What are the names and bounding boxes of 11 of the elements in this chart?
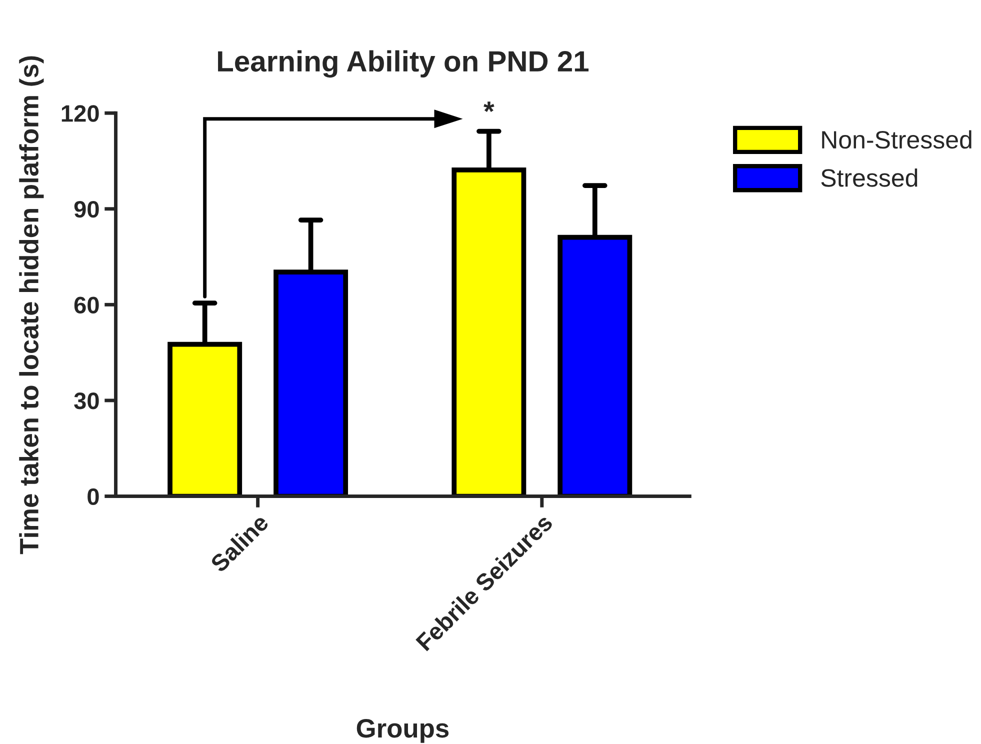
legend-label: Stressed [821,168,918,187]
y-tick-label: 30 [74,392,99,410]
y-tick-label: 120 [62,105,99,122]
text: * [484,102,494,112]
y-tick-label: 0 [88,488,99,506]
chart-title: Learning Ability on PND 21 [218,50,589,78]
legend-label: Non-Stressed [822,130,972,149]
x-axis-title: Groups [356,719,449,743]
y-axis-title: Time taken to locate hidden platform (s) [19,56,44,554]
y-tick-label: 90 [74,200,99,218]
y-tick-label: 60 [74,296,99,314]
